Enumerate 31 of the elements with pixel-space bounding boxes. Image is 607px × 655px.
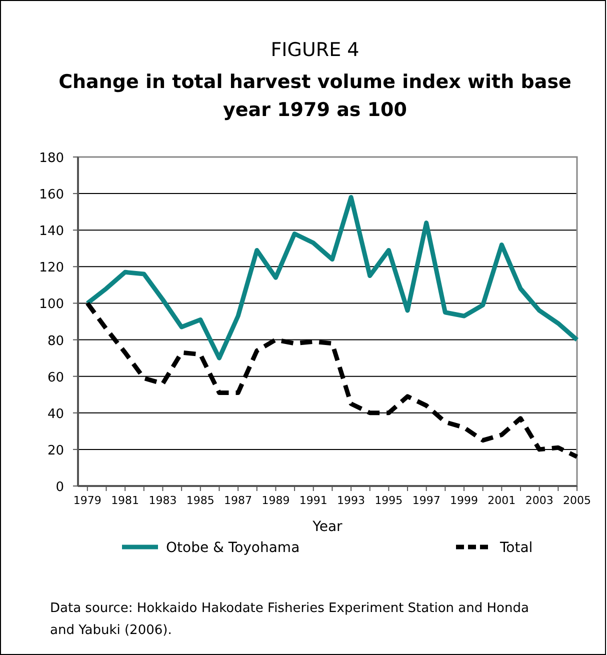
y-tick-label: 20 xyxy=(47,443,64,458)
y-tick-label: 80 xyxy=(47,334,64,349)
x-tick-label: 1999 xyxy=(450,494,478,507)
x-tick-label: 2005 xyxy=(563,494,591,507)
legend-label: Total xyxy=(499,540,533,556)
x-tick-label: 1981 xyxy=(111,494,140,507)
x-tick-label: 1983 xyxy=(148,494,177,507)
x-tick-label: 1985 xyxy=(186,494,214,507)
x-tick-label: 2001 xyxy=(488,494,516,507)
source-note: Data source: Hokkaido Hakodate Fisheries Experiment Station and Honda and Yabuki (2006). xyxy=(50,601,529,638)
y-tick-label: 40 xyxy=(47,406,64,422)
y-tick-label: 100 xyxy=(39,297,64,312)
x-tick-label: 1997 xyxy=(412,494,440,507)
x-tick-label: 1993 xyxy=(337,494,366,507)
x-tick-label: 1991 xyxy=(299,494,328,507)
y-tick-label: 120 xyxy=(39,260,64,276)
x-tick-label: 1979 xyxy=(73,494,102,507)
x-tick-label: 1989 xyxy=(262,494,290,507)
x-tick-label: 1995 xyxy=(374,494,403,507)
y-tick-label: 60 xyxy=(47,370,64,386)
line-series xyxy=(85,194,580,360)
y-tick-label: 180 xyxy=(39,151,64,166)
chart-title: FIGURE 4 xyxy=(270,39,360,61)
x-axis-title: Year xyxy=(312,519,343,535)
legend-label: Otobe & Toyohama xyxy=(166,540,300,556)
y-tick-label: 160 xyxy=(39,188,64,203)
y-tick-label: 140 xyxy=(39,224,64,240)
x-tick-label: 1987 xyxy=(224,494,252,507)
y-tick-label: 0 xyxy=(56,480,64,495)
x-tick-label: 2003 xyxy=(525,494,554,507)
chart-subtitle: Change in total harvest volume index with base year 1979 as 100 xyxy=(58,71,572,121)
